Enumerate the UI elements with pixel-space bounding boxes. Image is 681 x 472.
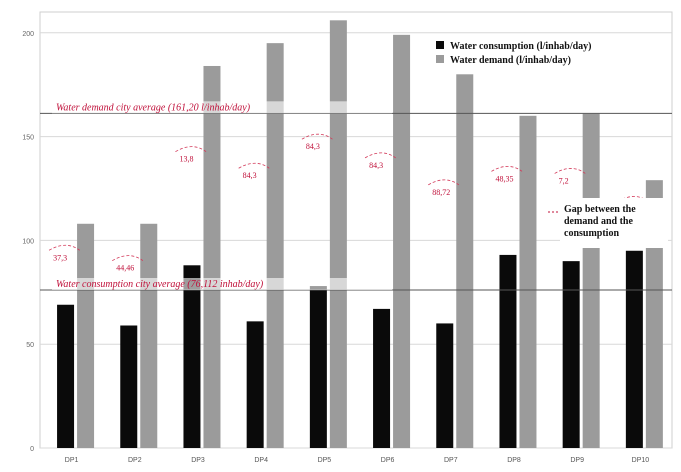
x-tick-label: DP4 xyxy=(254,457,268,464)
bar-consumption-DP7 xyxy=(436,323,454,448)
gap-dashed-link xyxy=(428,179,460,186)
bar-demand-DP3 xyxy=(203,65,221,448)
y-tick-label: 150 xyxy=(22,135,34,142)
x-axis-labels: DP1 DP2 DP3 DP4 DP5 DP6 DP7 DP8 DP9 DP10 xyxy=(65,457,649,464)
bar-demand-DP5 xyxy=(329,20,347,449)
gap-value-label: 13,8 xyxy=(179,155,193,164)
gap-note-line: Gap between the xyxy=(564,204,636,215)
x-tick-label: DP9 xyxy=(570,457,584,464)
average-label-bg xyxy=(52,101,392,114)
legend-swatch xyxy=(436,55,444,63)
x-tick-label: DP5 xyxy=(318,457,332,464)
gap-dashed-link xyxy=(301,133,333,140)
bar-demand-DP7 xyxy=(456,74,474,449)
bar-consumption-DP4 xyxy=(246,321,264,448)
gap-dashed-link xyxy=(491,165,523,172)
bar-demand-DP6 xyxy=(393,34,411,448)
average-label: Water consumption city average (76,112 i… xyxy=(56,279,264,290)
y-tick-label: 0 xyxy=(30,446,34,453)
gap-note-line: demand and the xyxy=(564,216,633,227)
gap-dashed-link xyxy=(554,168,586,174)
x-tick-label: DP1 xyxy=(65,457,79,464)
x-tick-label: DP3 xyxy=(191,457,205,464)
bar-demand-DP2 xyxy=(140,223,158,448)
bar-consumption-DP3 xyxy=(183,265,201,448)
gap-dashed-link xyxy=(238,162,270,169)
bar-consumption-DP5 xyxy=(309,286,327,448)
legend-entry: Water consumption (l/inhab/day) xyxy=(450,41,592,52)
bar-demand-DP8 xyxy=(519,115,537,449)
gap-value-label: 44,46 xyxy=(116,264,134,273)
bar-consumption-DP6 xyxy=(373,308,391,448)
gap-value-label: 84,3 xyxy=(306,142,320,151)
legend-entry: Water demand (l/inhab/day) xyxy=(450,55,571,66)
x-tick-label: DP10 xyxy=(632,457,650,464)
bar-demand-DP4 xyxy=(266,43,284,449)
gap-dashed-link xyxy=(112,255,144,261)
bar-consumption-DP10 xyxy=(625,250,643,448)
gap-dashed-link xyxy=(175,146,207,152)
bar-consumption-DP8 xyxy=(499,254,517,448)
bar-consumption-DP2 xyxy=(120,325,138,448)
bar-demand-DP9 xyxy=(582,113,600,448)
x-tick-label: DP2 xyxy=(128,457,142,464)
y-tick-label: 50 xyxy=(26,342,34,349)
average-label: Water demand city average (161,20 l/inha… xyxy=(56,102,251,113)
gap-value-label: 88,72 xyxy=(432,188,450,197)
bar-consumption-DP1 xyxy=(57,304,75,448)
bar-demand-DP1 xyxy=(77,223,95,448)
legend-box xyxy=(432,38,668,68)
gap-annotations: 37,344,4613,884,384,384,388,7248,357,236… xyxy=(48,133,649,273)
gap-dashed-link xyxy=(617,196,649,202)
x-tick-label: DP8 xyxy=(507,457,521,464)
gap-value-label: 84,3 xyxy=(369,161,383,170)
y-tick-label: 100 xyxy=(22,238,34,245)
gap-value-label: 48,35 xyxy=(495,174,513,183)
gap-note-box xyxy=(560,198,668,248)
average-label-bg xyxy=(52,278,392,291)
gap-dashed-link xyxy=(48,244,80,251)
gap-dashed-link xyxy=(364,152,396,159)
x-tick-label: DP6 xyxy=(381,457,395,464)
y-tick-label: 200 xyxy=(22,31,34,38)
x-tick-label: DP7 xyxy=(444,457,458,464)
gap-note-line: consumption xyxy=(564,228,619,239)
legend-swatch xyxy=(436,41,444,49)
legend: Water consumption (l/inhab/day) Water dem… xyxy=(432,38,668,248)
y-axis-ticks: 0 50 100 150 200 xyxy=(22,31,34,453)
bar-consumption-DP9 xyxy=(562,261,580,448)
average-lines: Water demand city average (161,20 l/inha… xyxy=(40,101,672,291)
gap-value-label: 7,2 xyxy=(559,176,569,185)
gap-value-label: 84,3 xyxy=(243,171,257,180)
gap-value-label: 37,3 xyxy=(53,253,67,262)
